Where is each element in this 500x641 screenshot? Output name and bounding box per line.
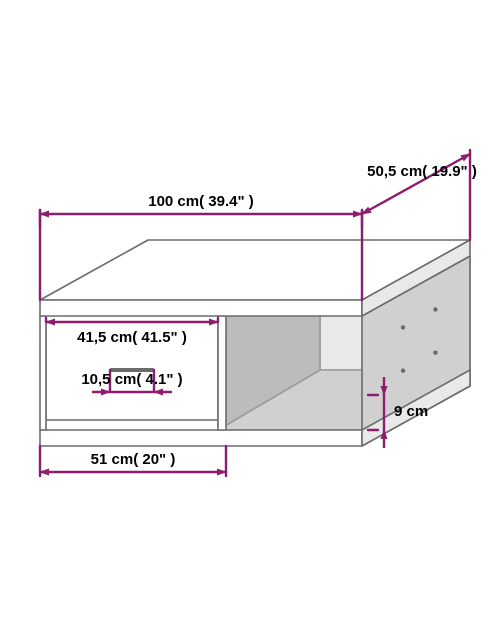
left-side-front-edge (40, 316, 46, 430)
dim-bottom-label: 51 cm( 20" ) (91, 451, 176, 468)
shelf-pin-hole (401, 325, 405, 329)
dim-shelf-h-label: 9 cm (394, 403, 428, 420)
shelf-pin-hole (433, 351, 437, 355)
dim-top-depth-label: 50,5 cm( 19.9" ) (367, 163, 477, 180)
top-board-front-face (40, 300, 362, 316)
dim-top-width-label: 100 cm( 39.4" ) (148, 193, 254, 210)
dimension-diagram: 100 cm( 39.4" ) 50,5 cm( 19.9" ) 41,5 cm( … (0, 0, 500, 641)
shelf-pin-hole (401, 369, 405, 373)
shelf-pin-hole (433, 307, 437, 311)
bottom-board-front (40, 430, 362, 446)
divider-front-edge (218, 316, 226, 430)
dim-drawer-label: 41,5 cm( 41.5" ) (77, 329, 187, 346)
dim-handle-label: 10,5 cm( 4.1" ) (81, 371, 182, 388)
